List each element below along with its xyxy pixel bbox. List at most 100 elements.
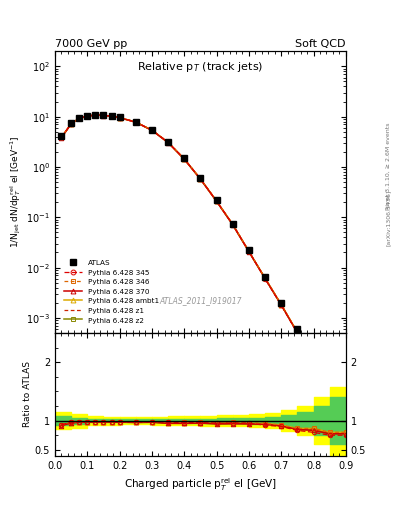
Pythia 6.428 345 — [343, 426, 348, 433]
Pythia 6.428 z2 — [182, 156, 187, 162]
Pythia 6.428 370 — [295, 330, 300, 336]
Pythia 6.428 370 — [59, 135, 64, 141]
ATLAS — [198, 175, 203, 181]
Line: Pythia 6.428 370: Pythia 6.428 370 — [59, 113, 348, 431]
Pythia 6.428 ambt1 — [117, 115, 122, 121]
Pythia 6.428 345 — [150, 127, 154, 133]
Pythia 6.428 z1 — [327, 391, 332, 397]
Pythia 6.428 z2 — [134, 119, 138, 125]
Pythia 6.428 370 — [101, 113, 106, 119]
Pythia 6.428 ambt1 — [77, 115, 82, 121]
Pythia 6.428 370 — [279, 302, 284, 308]
Text: [arXiv:1306.3436]: [arXiv:1306.3436] — [386, 189, 391, 246]
Pythia 6.428 ambt1 — [311, 359, 316, 366]
ATLAS — [246, 247, 251, 253]
Line: Pythia 6.428 z2: Pythia 6.428 z2 — [59, 113, 348, 431]
Pythia 6.428 ambt1 — [263, 275, 267, 281]
ATLAS — [263, 274, 267, 280]
Pythia 6.428 346 — [69, 120, 73, 126]
Pythia 6.428 z2 — [311, 360, 316, 366]
Pythia 6.428 z2 — [214, 198, 219, 204]
Pythia 6.428 ambt1 — [69, 121, 73, 127]
Pythia 6.428 346 — [198, 176, 203, 182]
Pythia 6.428 ambt1 — [246, 248, 251, 254]
Pythia 6.428 345 — [230, 221, 235, 227]
Pythia 6.428 370 — [214, 198, 219, 204]
Pythia 6.428 370 — [246, 248, 251, 254]
Pythia 6.428 z1 — [59, 134, 64, 140]
Pythia 6.428 346 — [77, 115, 82, 121]
Pythia 6.428 ambt1 — [109, 113, 114, 119]
Pythia 6.428 346 — [59, 134, 64, 140]
Pythia 6.428 z1 — [85, 113, 90, 119]
Pythia 6.428 ambt1 — [166, 139, 171, 145]
Pythia 6.428 345 — [246, 248, 251, 254]
ATLAS — [109, 113, 114, 119]
Pythia 6.428 z1 — [343, 425, 348, 432]
ATLAS — [311, 356, 316, 362]
Pythia 6.428 ambt1 — [198, 176, 203, 182]
Pythia 6.428 ambt1 — [279, 302, 284, 308]
Pythia 6.428 370 — [263, 275, 267, 282]
ATLAS — [295, 326, 300, 332]
ATLAS — [182, 155, 187, 161]
Pythia 6.428 z1 — [246, 248, 251, 254]
Pythia 6.428 346 — [166, 139, 171, 145]
Pythia 6.428 ambt1 — [295, 329, 300, 335]
Pythia 6.428 z2 — [59, 135, 64, 141]
Pythia 6.428 370 — [230, 222, 235, 228]
Pythia 6.428 z2 — [166, 139, 171, 145]
Pythia 6.428 z1 — [69, 121, 73, 127]
Pythia 6.428 345 — [101, 112, 106, 118]
Pythia 6.428 ambt1 — [59, 134, 64, 140]
Pythia 6.428 ambt1 — [182, 156, 187, 162]
Pythia 6.428 345 — [263, 276, 267, 282]
Pythia 6.428 370 — [150, 127, 154, 134]
Legend: ATLAS, Pythia 6.428 345, Pythia 6.428 346, Pythia 6.428 370, Pythia 6.428 ambt1,: ATLAS, Pythia 6.428 345, Pythia 6.428 34… — [62, 256, 162, 327]
Pythia 6.428 345 — [295, 330, 300, 336]
Pythia 6.428 z2 — [246, 248, 251, 254]
Pythia 6.428 346 — [117, 114, 122, 120]
Pythia 6.428 z1 — [134, 119, 138, 125]
Pythia 6.428 z2 — [279, 302, 284, 308]
Pythia 6.428 345 — [109, 113, 114, 119]
Y-axis label: 1/N$_{\rm jet}$ dN/dp$_T^{\rm rel}$ el [GeV$^{-1}$]: 1/N$_{\rm jet}$ dN/dp$_T^{\rm rel}$ el [… — [9, 136, 24, 248]
Pythia 6.428 ambt1 — [150, 127, 154, 133]
Pythia 6.428 370 — [182, 156, 187, 162]
Pythia 6.428 370 — [77, 115, 82, 121]
ATLAS — [93, 112, 98, 118]
Pythia 6.428 ambt1 — [85, 113, 90, 119]
Pythia 6.428 z1 — [182, 156, 187, 162]
Pythia 6.428 z1 — [109, 113, 114, 119]
Pythia 6.428 ambt1 — [214, 198, 219, 204]
Pythia 6.428 370 — [327, 391, 332, 397]
ATLAS — [327, 385, 332, 391]
Pythia 6.428 346 — [93, 112, 98, 118]
Pythia 6.428 ambt1 — [101, 112, 106, 118]
ATLAS — [85, 113, 90, 119]
Pythia 6.428 z2 — [101, 113, 106, 119]
X-axis label: Charged particle p$_T^{\rm rel}$ el [GeV]: Charged particle p$_T^{\rm rel}$ el [GeV… — [124, 476, 277, 493]
Text: Relative p$_T$ (track jets): Relative p$_T$ (track jets) — [137, 60, 264, 74]
Pythia 6.428 346 — [246, 248, 251, 254]
Pythia 6.428 z1 — [295, 330, 300, 336]
Pythia 6.428 z2 — [295, 330, 300, 336]
ATLAS — [101, 112, 106, 118]
Pythia 6.428 z1 — [279, 302, 284, 308]
Pythia 6.428 z2 — [109, 113, 114, 119]
Pythia 6.428 345 — [279, 302, 284, 308]
Pythia 6.428 370 — [198, 176, 203, 182]
Pythia 6.428 345 — [214, 198, 219, 204]
Pythia 6.428 346 — [343, 425, 348, 431]
Pythia 6.428 ambt1 — [93, 112, 98, 118]
Pythia 6.428 346 — [295, 329, 300, 335]
Line: Pythia 6.428 346: Pythia 6.428 346 — [59, 113, 348, 430]
ATLAS — [230, 221, 235, 227]
Pythia 6.428 z2 — [198, 176, 203, 182]
Pythia 6.428 345 — [166, 139, 171, 145]
Pythia 6.428 ambt1 — [134, 119, 138, 125]
Pythia 6.428 346 — [263, 275, 267, 281]
Pythia 6.428 345 — [117, 115, 122, 121]
Pythia 6.428 345 — [77, 115, 82, 121]
Pythia 6.428 z2 — [230, 222, 235, 228]
